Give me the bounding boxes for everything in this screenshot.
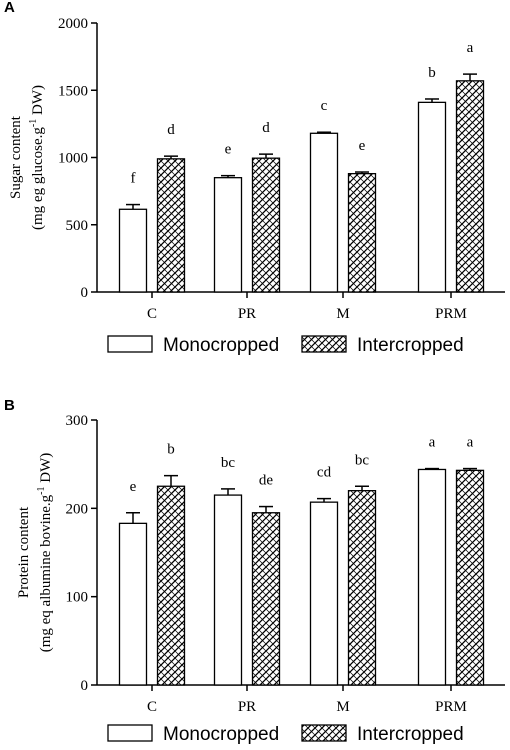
legend-swatch-intercropped bbox=[301, 724, 347, 742]
bar-intercropped bbox=[455, 80, 485, 293]
y-tick-label: 300 bbox=[66, 413, 89, 429]
bar-intercropped bbox=[455, 469, 485, 686]
bar-intercropped bbox=[347, 490, 377, 686]
significance-letter: c bbox=[321, 98, 328, 114]
significance-letter: e bbox=[225, 142, 232, 158]
chart-panel-b: B Protein content (mg eq albumine bovine.g… bbox=[4, 397, 505, 745]
panel-letter: B bbox=[4, 397, 15, 414]
bar-monocropped bbox=[309, 132, 339, 293]
y-tick-label: 2000 bbox=[58, 16, 88, 32]
x-tick-label: C bbox=[147, 699, 157, 715]
y-tick-label: 1000 bbox=[58, 151, 88, 167]
significance-letter: de bbox=[259, 473, 274, 489]
bar-monocropped bbox=[417, 468, 447, 686]
panel-letter: A bbox=[4, 0, 15, 16]
y-axis-label-line2: (mg eq albumine bovine.g-1 DW) bbox=[36, 453, 54, 653]
significance-letter: e bbox=[359, 138, 366, 154]
significance-letter: b bbox=[167, 442, 175, 458]
legend-label-intercropped: Intercropped bbox=[357, 724, 464, 745]
legend-label-monocropped: Monocropped bbox=[163, 724, 279, 745]
legend-swatch-monocropped bbox=[107, 724, 153, 742]
x-tick-label: C bbox=[147, 306, 157, 322]
y-tick-label: 0 bbox=[81, 678, 89, 694]
y-tick-label: 1500 bbox=[58, 83, 88, 99]
significance-letter: bc bbox=[355, 452, 370, 468]
bar-monocropped bbox=[213, 177, 243, 293]
bar-intercropped bbox=[156, 158, 186, 293]
x-tick-label: PR bbox=[238, 306, 256, 322]
legend-label-monocropped: Monocropped bbox=[163, 335, 279, 356]
y-axis-label-line1: Protein content bbox=[16, 506, 32, 598]
significance-letter: e bbox=[130, 479, 137, 495]
x-tick-label: PRM bbox=[435, 306, 467, 322]
chart-panel-a: A Sugar content (mg eg glucose.g-1 DW) 0 500… bbox=[4, 0, 505, 356]
bar-intercropped bbox=[251, 157, 281, 293]
bar-monocropped bbox=[118, 208, 148, 293]
legend-swatch-monocropped bbox=[107, 335, 153, 353]
x-tick-label: PR bbox=[238, 699, 256, 715]
bar-monocropped bbox=[213, 494, 243, 686]
significance-letter: a bbox=[429, 435, 436, 451]
y-axis-label-line1: Sugar content bbox=[8, 115, 24, 199]
bar-intercropped bbox=[347, 172, 377, 293]
x-tick-label: M bbox=[336, 699, 349, 715]
significance-letter: f bbox=[131, 171, 136, 187]
y-axis-label-line2: (mg eg glucose.g-1 DW) bbox=[28, 85, 46, 230]
significance-letter: d bbox=[167, 122, 175, 138]
legend-label-intercropped: Intercropped bbox=[357, 335, 464, 356]
significance-letter: b bbox=[428, 65, 436, 81]
significance-letter: a bbox=[467, 40, 474, 56]
legend-swatch-intercropped bbox=[301, 335, 347, 353]
significance-letter: cd bbox=[317, 465, 332, 481]
bar-monocropped bbox=[417, 101, 447, 293]
bar-monocropped bbox=[309, 501, 339, 686]
y-tick-label: 0 bbox=[81, 285, 89, 301]
bar-monocropped bbox=[118, 522, 148, 686]
bar-intercropped bbox=[251, 512, 281, 686]
y-tick-label: 500 bbox=[66, 218, 89, 234]
significance-letter: d bbox=[262, 120, 270, 136]
y-tick-label: 200 bbox=[66, 501, 89, 517]
y-tick-label: 100 bbox=[66, 590, 89, 606]
x-tick-label: M bbox=[336, 306, 349, 322]
significance-letter: a bbox=[467, 435, 474, 451]
significance-letter: bc bbox=[221, 455, 236, 471]
bar-intercropped bbox=[156, 485, 186, 686]
x-tick-label: PRM bbox=[435, 699, 467, 715]
